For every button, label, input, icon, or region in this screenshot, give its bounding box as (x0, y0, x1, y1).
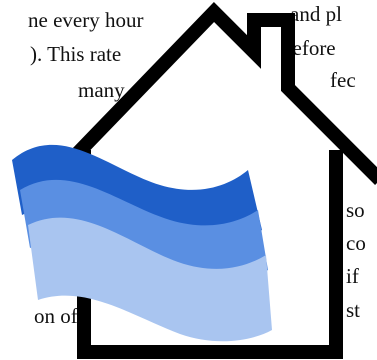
text-line: ne every hour (28, 8, 143, 32)
text-line: and pl (290, 2, 342, 26)
wave-light (28, 217, 272, 342)
wave-dark (12, 144, 262, 246)
text-line: ). This rate (30, 42, 121, 66)
wave-icon (12, 144, 272, 342)
wave-mid (20, 179, 268, 285)
text-line: st (346, 298, 360, 322)
house-roof (38, 2, 377, 193)
text-line: co (346, 231, 366, 255)
text-line: so (346, 198, 365, 222)
text-line: fec (330, 68, 356, 92)
text-line: many (78, 78, 125, 102)
text-line: if (346, 264, 359, 288)
text-line: on of (34, 304, 78, 328)
